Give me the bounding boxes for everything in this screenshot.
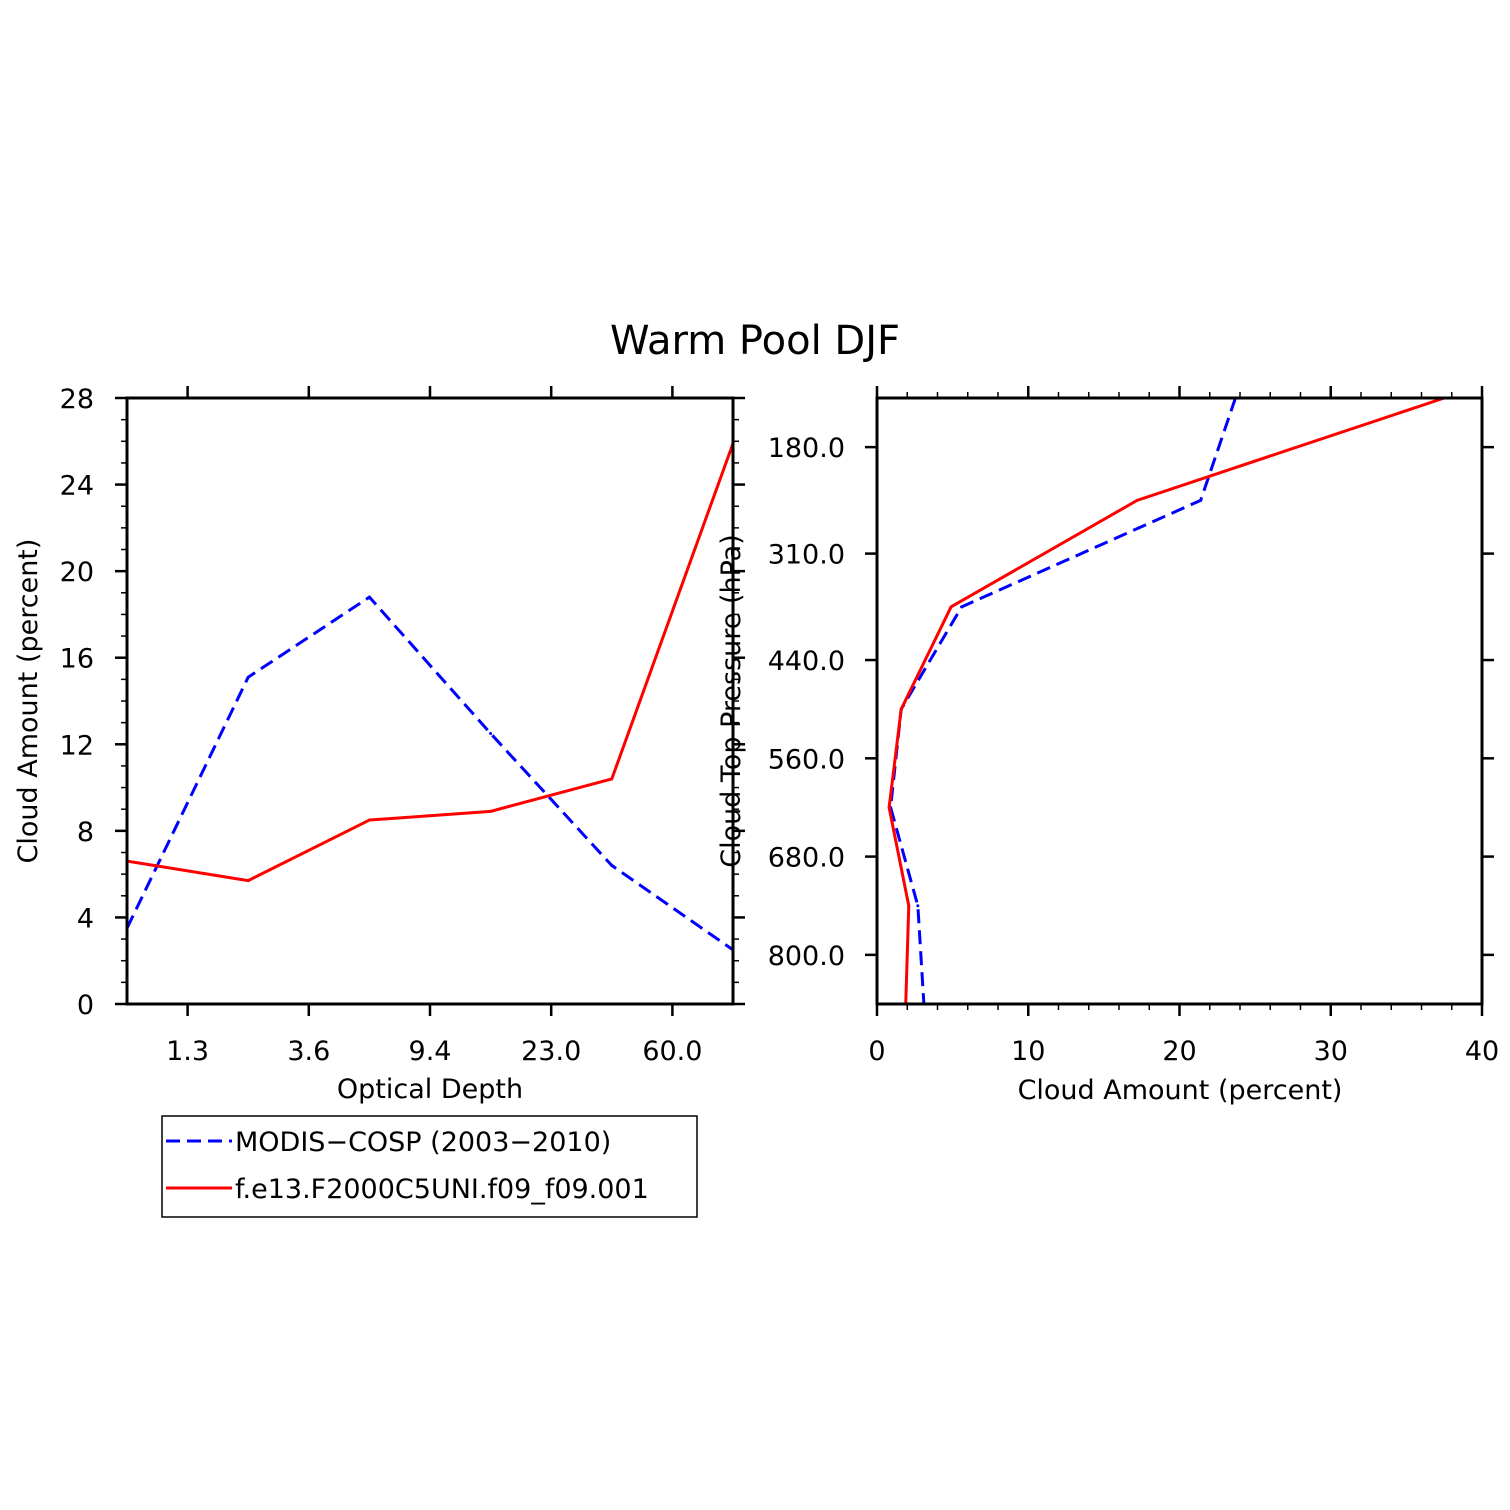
left-series-0-point-4 <box>610 863 614 867</box>
left-y-axis-label: Cloud Amount (percent) <box>13 539 44 864</box>
right-series-1-point-3 <box>899 707 903 711</box>
left-x-tick-label: 60.0 <box>642 1036 702 1067</box>
right-series-line-0 <box>889 397 1237 1005</box>
left-x-tick-label: 3.6 <box>287 1036 330 1067</box>
left-axis-ticks <box>115 386 745 1016</box>
left-y-tick-label: 20 <box>60 557 94 588</box>
left-series-line-1 <box>126 442 735 883</box>
right-x-tick-label: 10 <box>1011 1036 1045 1067</box>
left-x-tick-label: 23.0 <box>521 1036 581 1067</box>
right-series-1-point-4 <box>887 805 891 809</box>
legend-label-modis: MODIS−COSP (2003−2010) <box>235 1127 611 1158</box>
left-tick-labels: 0 4 8 12 16 20 24 28 1.3 3.6 9.4 23.0 60.0 <box>60 384 703 1067</box>
left-y-tick-label: 0 <box>77 990 94 1021</box>
left-x-axis-label: Optical Depth <box>337 1074 523 1105</box>
left-y-tick-label: 12 <box>60 730 94 761</box>
right-y-tick-label: 180.0 <box>768 433 845 464</box>
left-series-lines <box>125 441 735 952</box>
right-series-1-point-5 <box>907 904 911 908</box>
left-x-tick-label: 9.4 <box>409 1036 452 1067</box>
left-series-1-point-3 <box>489 809 493 813</box>
left-y-tick-label: 16 <box>60 644 94 675</box>
chart-title: Warm Pool DJF <box>610 318 900 364</box>
left-series-0-point-3 <box>489 731 493 735</box>
left-series-1-point-4 <box>610 777 614 781</box>
right-series-0-point-1 <box>1199 498 1203 502</box>
left-y-tick-label: 8 <box>77 817 94 848</box>
right-x-tick-label: 20 <box>1162 1036 1196 1067</box>
left-y-tick-label: 24 <box>60 471 94 502</box>
left-x-tick-label: 1.3 <box>166 1036 209 1067</box>
legend: MODIS−COSP (2003−2010) f.e13.F2000C5UNI.… <box>161 1115 698 1218</box>
left-series-1-point-2 <box>367 818 371 822</box>
left-series-1-point-1 <box>246 879 250 883</box>
right-y-tick-label: 800.0 <box>768 941 845 972</box>
right-x-tick-label: 0 <box>868 1036 885 1067</box>
right-x-tick-label: 30 <box>1314 1036 1348 1067</box>
left-series-line-0 <box>125 595 734 952</box>
right-y-tick-label: 680.0 <box>768 843 845 874</box>
right-tick-labels: 180.0 310.0 440.0 560.0 680.0 800.0 0 10 20 30 40 <box>768 433 1499 1067</box>
right-axis-ticks <box>865 386 1494 1016</box>
right-y-tick-label: 560.0 <box>768 744 845 775</box>
right-plot-frame <box>875 396 1484 1006</box>
right-series-lines <box>887 396 1446 1006</box>
right-series-0-point-5 <box>916 904 920 908</box>
right-x-axis-label: Cloud Amount (percent) <box>1018 1075 1343 1106</box>
right-series-0-point-2 <box>960 605 964 609</box>
left-series-0-point-1 <box>246 675 250 679</box>
legend-box <box>161 1115 698 1218</box>
right-y-axis-label: Cloud Top Pressure (hPa) <box>716 534 747 868</box>
right-x-tick-label: 40 <box>1465 1036 1499 1067</box>
left-plot-frame <box>125 396 735 1006</box>
left-y-tick-label: 4 <box>77 903 94 934</box>
legend-label-model: f.e13.F2000C5UNI.f09_f09.001 <box>235 1174 649 1205</box>
right-series-1-point-1 <box>1135 498 1139 502</box>
right-y-tick-label: 310.0 <box>768 540 845 571</box>
right-series-line-1 <box>887 396 1445 1005</box>
right-series-1-point-2 <box>949 605 953 609</box>
right-y-tick-label: 440.0 <box>768 646 845 677</box>
left-y-tick-label: 28 <box>60 384 94 415</box>
left-series-0-point-2 <box>367 595 371 599</box>
optical-depth-panel: 0 4 8 12 16 20 24 28 1.3 3.6 9.4 23.0 60.0 Optical D… <box>13 384 745 1105</box>
